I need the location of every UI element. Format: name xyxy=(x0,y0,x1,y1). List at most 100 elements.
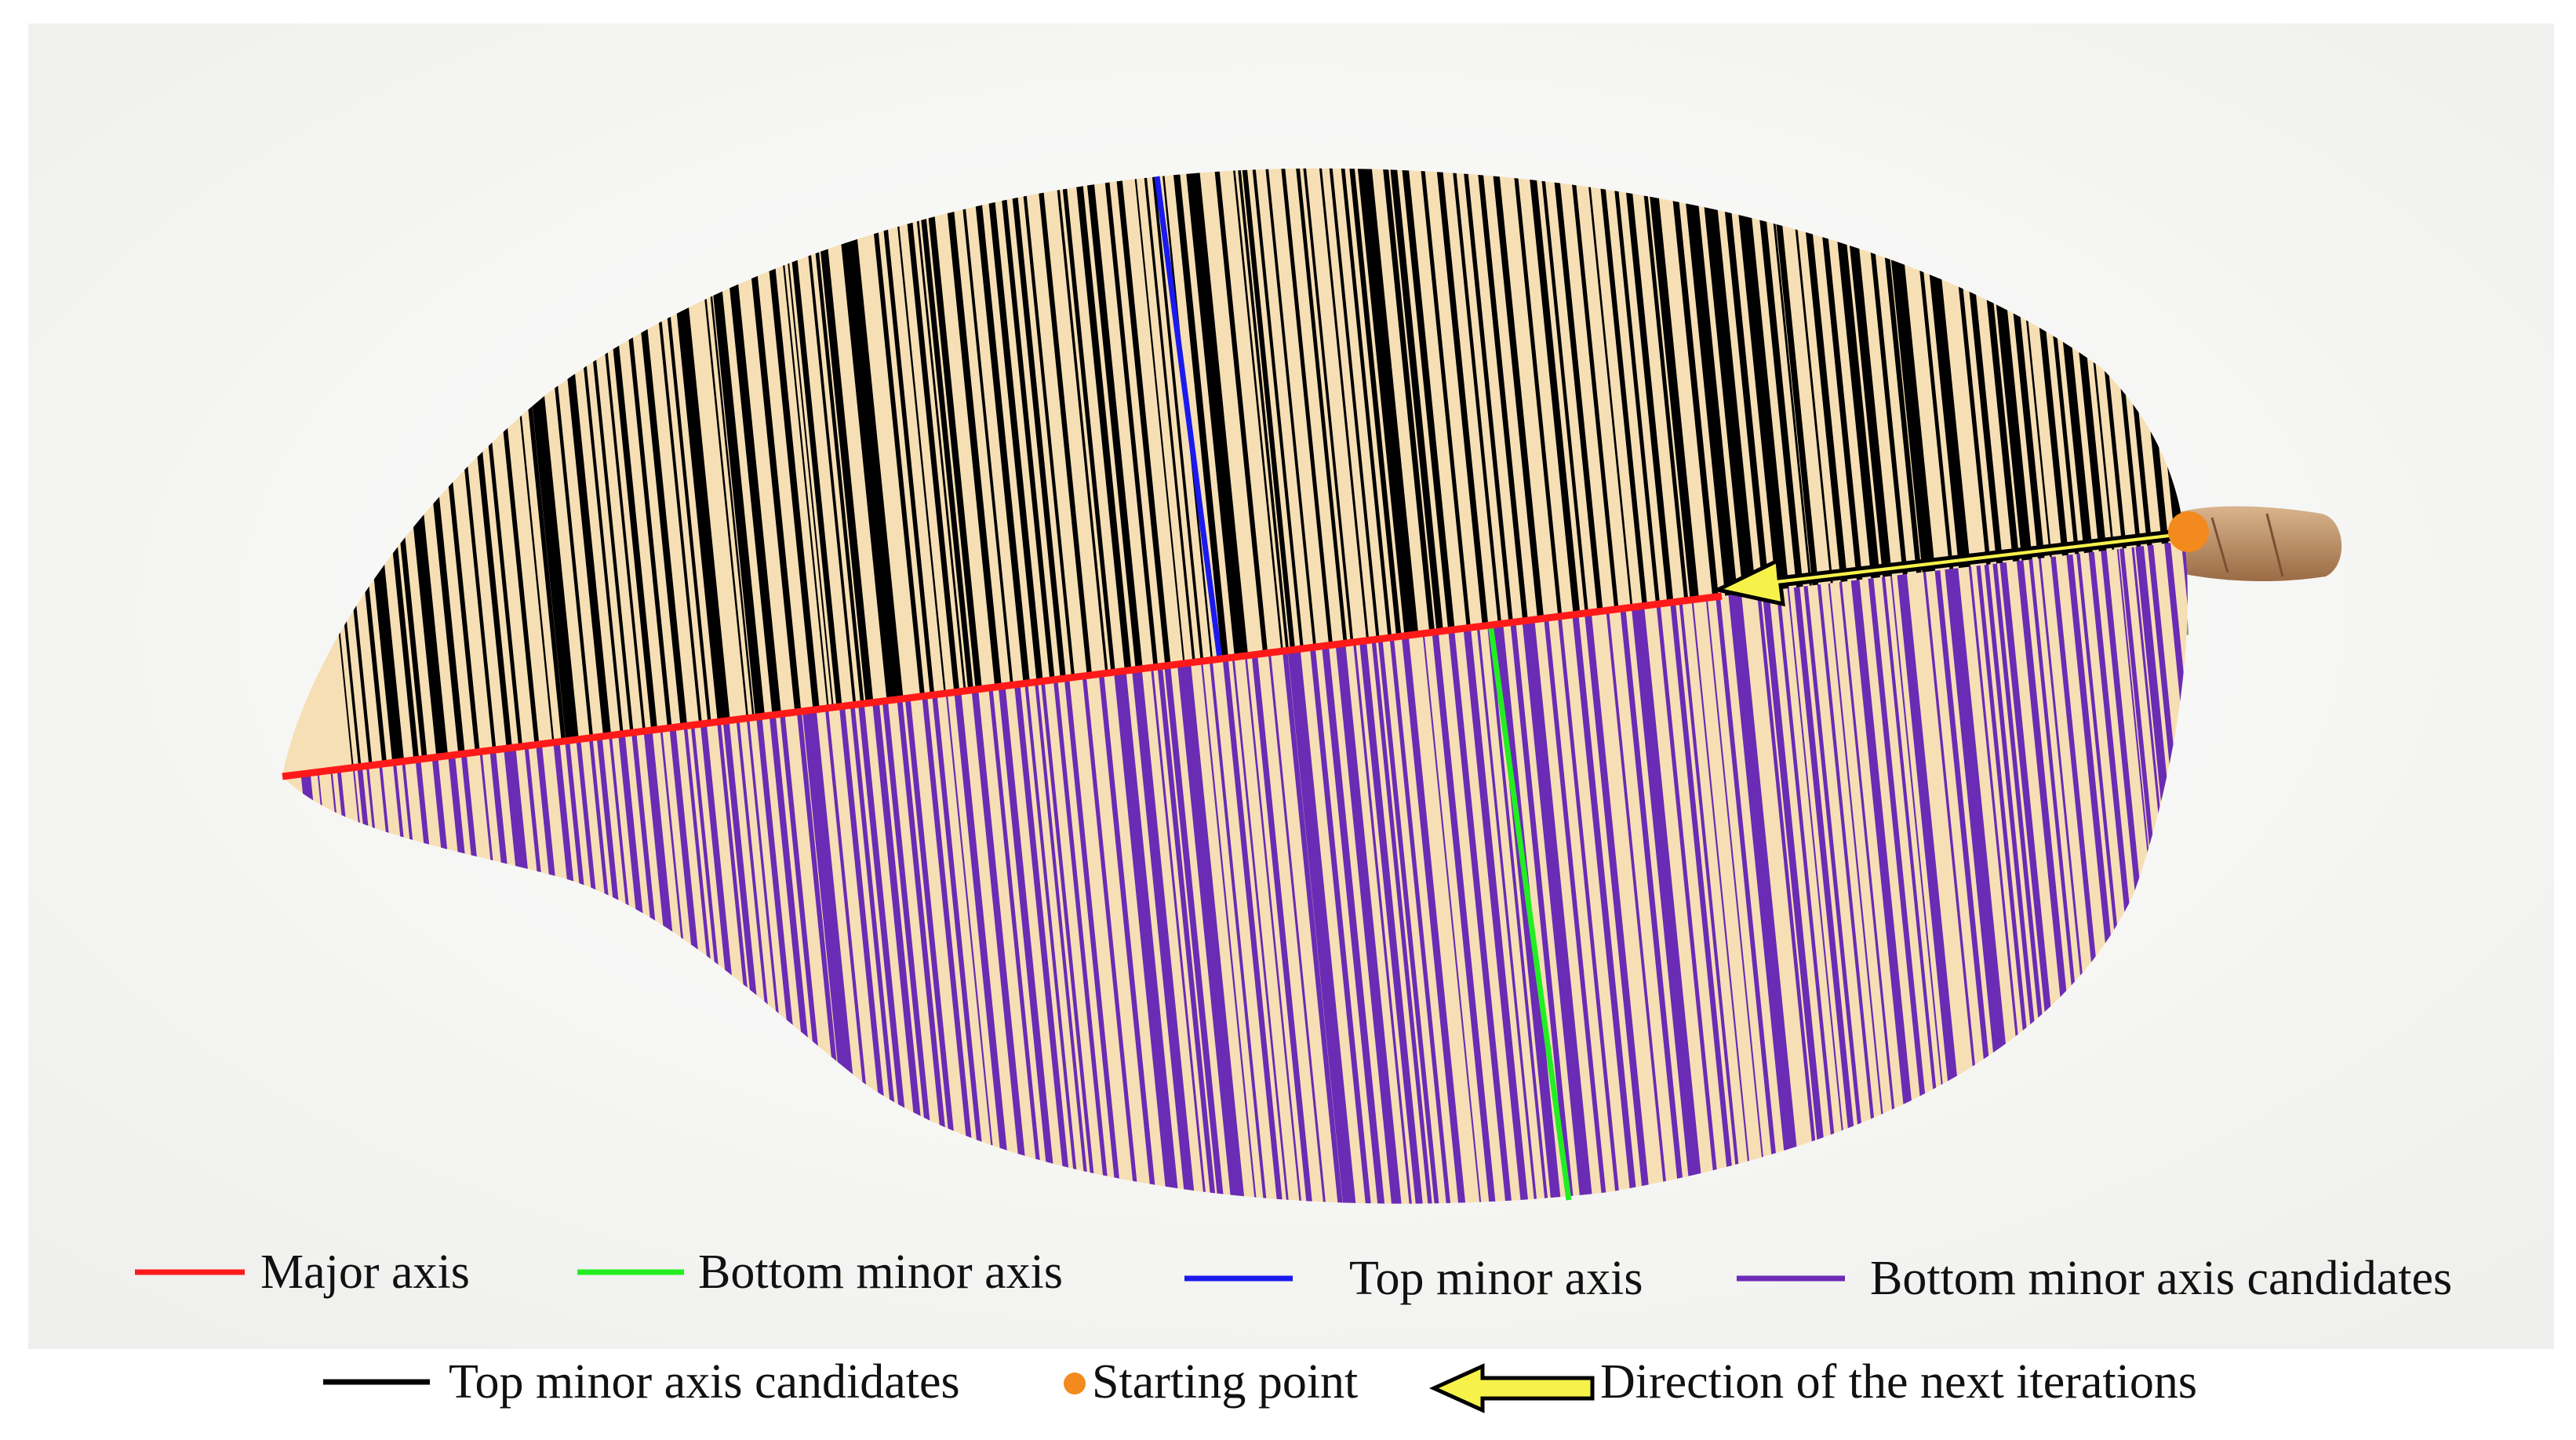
bottom-minor-axis-line xyxy=(1487,623,1572,1201)
bottom-candidate-line xyxy=(1018,619,1086,1204)
bottom-candidate-line xyxy=(1669,594,1741,1204)
bottom-candidate-line xyxy=(1462,619,1534,1204)
top-candidate-line xyxy=(1380,168,1436,647)
top-candidate-line xyxy=(1183,168,1250,671)
top-candidate-line xyxy=(1417,168,1472,642)
starting-point-dot xyxy=(2168,511,2209,552)
top-candidate-line xyxy=(1239,168,1297,664)
bottom-candidate-line xyxy=(1509,614,1580,1204)
legend-row-1: Major axis Bottom minor axis Top minor a… xyxy=(135,1245,2452,1305)
bottom-candidate-line xyxy=(1228,619,1294,1204)
legend-label-starting-point: Starting point xyxy=(1092,1355,1358,1409)
bottom-candidate-line xyxy=(1145,619,1212,1204)
orange-dot-icon xyxy=(1064,1373,1086,1395)
bottom-candidate-line xyxy=(1218,619,1288,1204)
top-candidate-line xyxy=(899,168,962,707)
legend-label-top-minor-axis: Top minor axis xyxy=(1349,1252,1643,1305)
bottom-candidate-line xyxy=(1430,619,1501,1204)
top-candidate-line xyxy=(1338,168,1394,653)
bottom-candidate-line xyxy=(1307,619,1377,1204)
bottom-candidate-line xyxy=(981,619,1050,1204)
top-candidate-line xyxy=(1278,168,1334,660)
top-candidate-line xyxy=(1526,168,1582,629)
bottom-candidate-line xyxy=(1241,619,1307,1204)
bottom-candidate-line xyxy=(1715,588,1786,1204)
top-candidate-line xyxy=(1490,168,1545,633)
top-candidate-line xyxy=(1300,168,1355,657)
top-candidate-line xyxy=(1461,168,1515,637)
bottom-candidate-line xyxy=(1619,600,1690,1204)
legend-label-top-minor-axis-candidates: Top minor axis candidates xyxy=(449,1355,960,1409)
top-candidate-line xyxy=(995,168,1057,695)
top-candidate-line xyxy=(889,168,948,709)
top-candidate-line xyxy=(1584,168,1635,621)
bottom-candidate-line xyxy=(1058,619,1127,1204)
top-candidate-line xyxy=(1033,168,1093,690)
top-candidate-line xyxy=(920,168,984,704)
bottom-candidate-line xyxy=(1543,609,1613,1204)
bottom-candidate-line xyxy=(1376,619,1444,1204)
top-candidate-line xyxy=(1679,168,1739,609)
bottom-candidate-line xyxy=(1279,619,1348,1204)
bottom-candidate-line xyxy=(947,619,1018,1204)
top-candidate-line xyxy=(1293,168,1349,658)
top-candidate-line xyxy=(1148,168,1206,676)
bottom-candidate-line xyxy=(1521,612,1599,1204)
legend-label-bottom-minor-axis: Bottom minor axis xyxy=(698,1245,1063,1299)
bottom-candidate-line xyxy=(1035,619,1102,1204)
bottom-candidate-line xyxy=(1492,616,1566,1204)
bottom-candidate-line xyxy=(1248,619,1318,1204)
top-candidate-line xyxy=(1052,168,1110,688)
top-candidate-line xyxy=(1170,168,1230,674)
bottom-candidate-line xyxy=(1727,586,1808,1204)
top-candidate-line xyxy=(1537,168,1590,627)
top-candidate-line xyxy=(969,168,1031,699)
direction-arrow xyxy=(1712,529,2176,607)
bottom-candidate-line xyxy=(1351,619,1417,1204)
bottom-candidate-line xyxy=(1369,619,1438,1204)
bottom-candidate-line xyxy=(1388,619,1456,1204)
top-candidate-line xyxy=(1644,168,1701,614)
bottom-candidate-line xyxy=(1333,619,1407,1204)
top-candidate-line xyxy=(1072,168,1133,685)
bottom-candidate-line xyxy=(1264,619,1331,1204)
bottom-candidate-line xyxy=(1093,619,1162,1204)
top-candidate-line xyxy=(1230,168,1285,666)
bottom-candidate-line xyxy=(1655,596,1726,1204)
top-candidate-line xyxy=(1399,168,1457,645)
top-candidate-line xyxy=(1112,168,1173,681)
top-candidate-line xyxy=(1450,168,1503,638)
bottom-candidate-line xyxy=(1446,619,1517,1204)
bottom-candidate-line xyxy=(1705,590,1774,1204)
bottom-candidate-line xyxy=(1486,617,1554,1204)
bottom-candidate-line xyxy=(1028,619,1096,1204)
legend-label-major-axis: Major axis xyxy=(260,1245,470,1299)
top-candidate-line xyxy=(1510,168,1564,631)
bottom-candidate-line xyxy=(1421,619,1486,1204)
top-candidate-line xyxy=(1355,168,1421,650)
top-candidate-line xyxy=(1316,168,1371,655)
bottom-candidate-line xyxy=(1047,619,1115,1204)
top-candidate-line xyxy=(1101,168,1160,682)
bottom-candidate-line xyxy=(991,619,1063,1204)
yellow-arrow-icon xyxy=(1428,1363,1595,1413)
top-minor-axis-line xyxy=(1154,176,1223,660)
bottom-candidate-line xyxy=(1690,591,1759,1204)
top-candidate-line xyxy=(875,168,937,711)
top-candidate-line xyxy=(1082,168,1144,684)
top-candidate-line xyxy=(1717,168,1771,605)
legend-row-2: Top minor axis candidates Starting point… xyxy=(323,1355,2197,1413)
top-candidate-line xyxy=(1006,168,1068,694)
bottom-candidate-line xyxy=(1678,593,1748,1204)
top-candidate-line xyxy=(1326,168,1381,654)
top-candidate-line xyxy=(1621,168,1675,617)
bottom-candidate-line xyxy=(1399,619,1471,1204)
top-candidate-line xyxy=(940,168,1003,702)
bottom-candidate-line xyxy=(1205,619,1272,1204)
bottom-candidate-line xyxy=(2163,541,2188,1204)
bottom-candidate-line xyxy=(1605,602,1674,1204)
top-candidate-line xyxy=(1667,168,1720,611)
bottom-candidate-line xyxy=(1108,619,1184,1204)
top-candidate-line xyxy=(1017,168,1077,693)
